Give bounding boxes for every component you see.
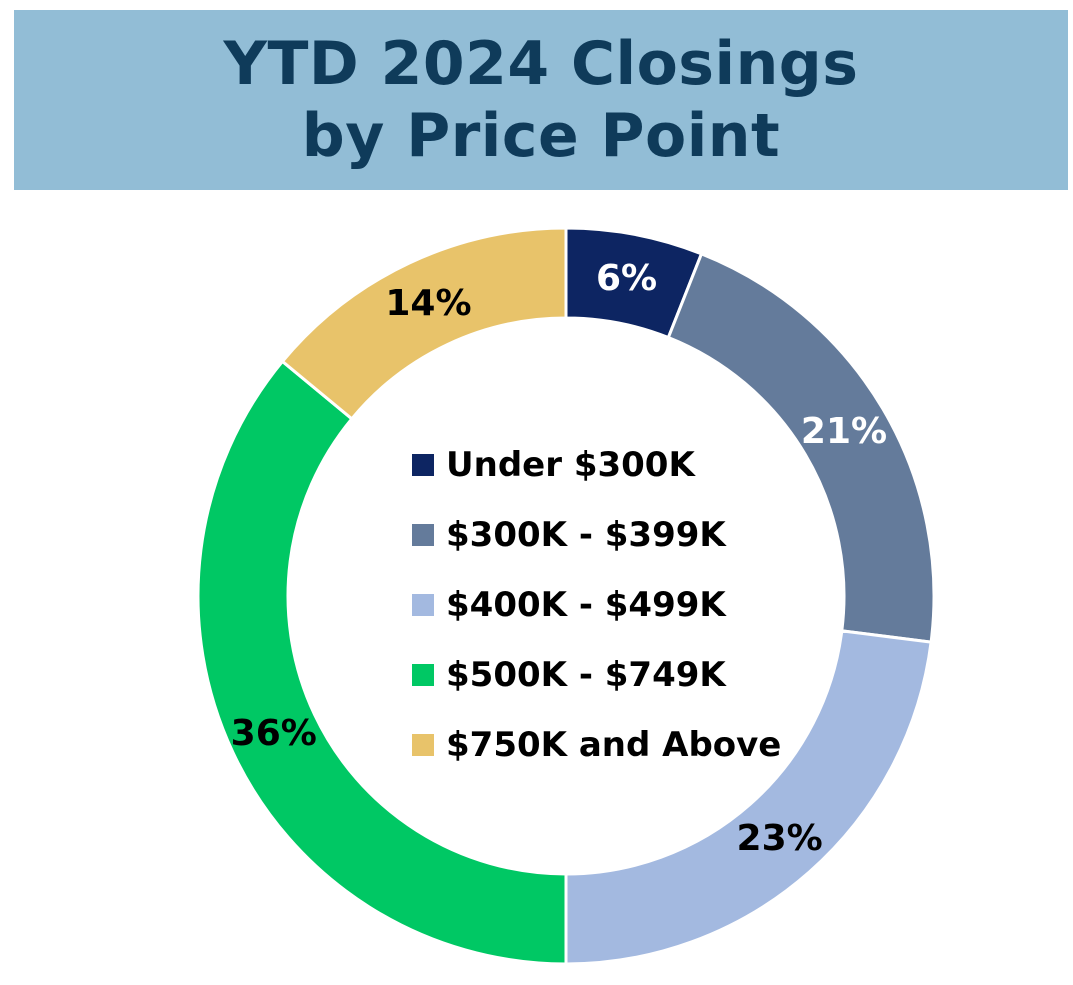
legend-label: $500K - $749K xyxy=(446,655,726,695)
slice-data-label: 23% xyxy=(737,818,823,859)
legend-swatch xyxy=(412,664,434,686)
legend-label: Under $300K xyxy=(446,445,695,485)
legend-swatch xyxy=(412,594,434,616)
title-banner: YTD 2024 Closings by Price Point xyxy=(14,10,1068,190)
legend-swatch xyxy=(412,734,434,756)
donut-slices xyxy=(196,226,936,966)
slice-data-label: 6% xyxy=(596,258,657,299)
legend-label: $400K - $499K xyxy=(446,585,726,625)
chart-legend: Under $300K $300K - $399K $400K - $499K … xyxy=(412,430,832,780)
donut-slice-750k-and-above xyxy=(280,226,568,421)
legend-item-under-300k: Under $300K xyxy=(412,430,832,500)
legend-swatch xyxy=(412,454,434,476)
chart-title-line-1: YTD 2024 Closings xyxy=(223,29,859,99)
legend-item-300k-399k: $300K - $399K xyxy=(412,500,832,570)
donut-slice-500k-749k xyxy=(196,359,568,966)
legend-label: $750K and Above xyxy=(446,725,782,765)
legend-label: $300K - $399K xyxy=(446,515,726,555)
legend-item-400k-499k: $400K - $499K xyxy=(412,570,832,640)
donut-slice-400k-499k xyxy=(564,629,933,966)
chart-title-line-2: by Price Point xyxy=(301,101,781,171)
slice-data-label: 14% xyxy=(385,283,471,324)
slice-data-label: 21% xyxy=(801,411,887,452)
legend-swatch xyxy=(412,524,434,546)
donut-slice-labels: 6% 21% 23% 36% 14% xyxy=(231,258,887,859)
slice-data-label: 36% xyxy=(231,713,317,754)
legend-item-500k-749k: $500K - $749K xyxy=(412,640,832,710)
legend-item-750k-and-above: $750K and Above xyxy=(412,710,832,780)
